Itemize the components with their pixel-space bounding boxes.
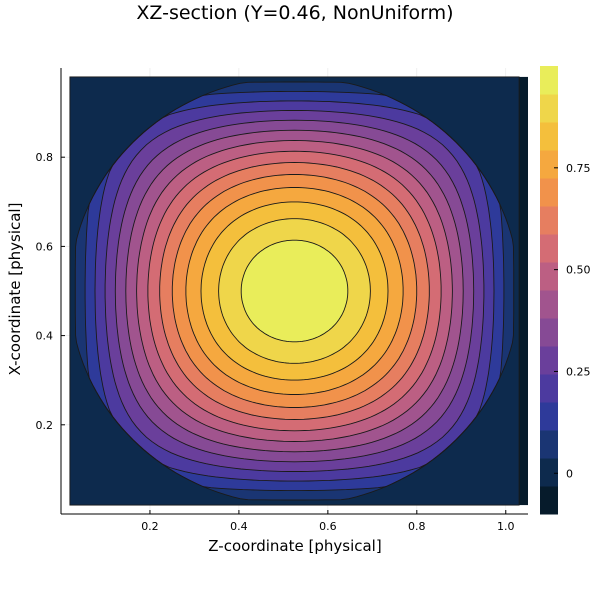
- x-tick-label-0: 0.2: [141, 520, 159, 533]
- colorbar-ticks: 0 0.25 0.50 0.75: [554, 162, 591, 480]
- chart-title: XZ-section (Y=0.46, NonUniform): [136, 2, 453, 24]
- colorbar-band-9: [540, 234, 558, 263]
- y-tick-label-2: 0.6: [36, 240, 54, 253]
- y-ticks: 0.2 0.4 0.6 0.8: [36, 151, 65, 432]
- x-tick-label-4: 1.0: [497, 520, 515, 533]
- y-tick-label-3: 0.8: [36, 151, 54, 164]
- colorbar-band-5: [540, 346, 558, 375]
- colorbar-band-0: [540, 486, 558, 515]
- colorbar-band-6: [540, 318, 558, 347]
- colorbar-band-12: [540, 150, 558, 179]
- contour-line-4: [94, 100, 495, 482]
- plot-area: 0.2 0.4 0.6 0.8 1.0 0.2 0.4 0.6 0.8: [36, 68, 528, 533]
- colorbar-band-3: [540, 402, 558, 431]
- x-tick-label-1: 0.4: [230, 520, 248, 533]
- contour-line-3: [84, 90, 505, 492]
- colorbar-band-15: [540, 66, 558, 95]
- colorbar: 0 0.25 0.50 0.75: [540, 66, 591, 515]
- contour-band-15: [241, 240, 348, 342]
- colorbar-band-13: [540, 122, 558, 151]
- colorbar-band-2: [540, 430, 558, 459]
- contour-line-8: [136, 140, 453, 442]
- contour-line-13: [200, 201, 389, 381]
- colorbar-band-1: [540, 458, 558, 487]
- colorbar-band-4: [540, 374, 558, 403]
- y-tick-label-1: 0.4: [36, 330, 54, 343]
- contour-outline: [69, 76, 520, 506]
- colorbar-band-14: [540, 94, 558, 123]
- colorbar-band-8: [540, 262, 558, 291]
- x-tick-label-2: 0.6: [319, 520, 337, 533]
- colorbar-bands: [540, 66, 558, 515]
- colorbar-tick-label-2: 0.50: [566, 264, 591, 277]
- x-ticks: 0.2 0.4 0.6 0.8 1.0: [141, 510, 515, 533]
- contour-line-5: [104, 110, 485, 472]
- colorbar-band-7: [540, 290, 558, 319]
- colorbar-tick-label-3: 0.75: [566, 162, 591, 175]
- contour-line-6: [114, 119, 475, 463]
- contour-fills: [69, 76, 528, 506]
- y-tick-label-0: 0.2: [36, 419, 54, 432]
- contour-line-9: [147, 150, 442, 432]
- contour-line-11: [171, 174, 418, 408]
- contour-lines: [69, 76, 520, 506]
- x-axis-label: Z-coordinate [physical]: [208, 537, 381, 555]
- contour-line-14: [218, 218, 371, 364]
- colorbar-tick-label-1: 0.25: [566, 365, 591, 378]
- contour-line-7: [125, 129, 464, 453]
- colorbar-band-10: [540, 206, 558, 235]
- x-tick-label-3: 0.8: [408, 520, 426, 533]
- colorbar-band-11: [540, 178, 558, 207]
- contour-band-edge: [519, 76, 528, 506]
- contour-line-12: [185, 187, 404, 395]
- contour-line-15: [240, 239, 349, 343]
- colorbar-tick-label-0: 0: [566, 467, 573, 480]
- contour-line-10: [159, 162, 430, 420]
- y-axis-label: X-coordinate [physical]: [6, 203, 24, 376]
